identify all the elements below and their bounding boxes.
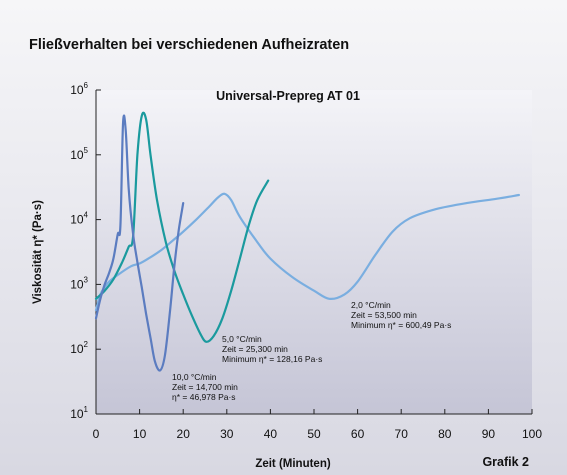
y-tick-label: 106 (70, 81, 88, 97)
x-tick-label: 70 (395, 427, 409, 441)
axes: 0 10 20 30 40 50 60 70 80 90 100 101 102 103 104 105 106 (70, 81, 542, 441)
x-tick-label: 30 (220, 427, 234, 441)
x-tick-label: 0 (93, 427, 100, 441)
plot-area (96, 90, 532, 414)
y-axis-label: Viskosität η* (Pa·s) (32, 200, 44, 304)
y-tick-label: 103 (70, 275, 88, 291)
annotation-layer: 2,0 °C/min Zeit = 53,500 min Minimum η* = … (172, 300, 451, 402)
x-tick-label: 100 (522, 427, 542, 441)
series-annotation-2: 5,0 °C/min Zeit = 25,300 min Minimum η* = … (222, 334, 322, 364)
x-tick-label: 50 (307, 427, 321, 441)
x-tick-label: 90 (482, 427, 496, 441)
y-tick-label: 105 (70, 146, 88, 162)
page-title: Fließverhalten bei verschiedenen Aufheiz… (29, 37, 350, 53)
series-layer (94, 111, 520, 372)
series-line-2 (94, 111, 270, 343)
series-line-1 (94, 192, 520, 312)
x-tick-label: 60 (351, 427, 365, 441)
x-tick-label: 80 (438, 427, 452, 441)
x-axis-label: Zeit (Minuten) (255, 458, 331, 470)
x-tick-label: 10 (133, 427, 147, 441)
x-tick-label: 20 (177, 427, 191, 441)
series-annotation-1: 2,0 °C/min Zeit = 53,500 min Minimum η* = … (351, 300, 451, 330)
figure-label: Grafik 2 (482, 455, 529, 469)
y-tick-label: 102 (70, 340, 88, 356)
chart-title: Universal-Prepreg AT 01 (216, 89, 360, 103)
series-annotation-3: 10,0 °C/min Zeit = 14,700 min η* = 46,978 … (172, 372, 238, 402)
x-tick-label: 40 (264, 427, 278, 441)
series-line-3 (94, 114, 185, 372)
y-tick-label: 101 (70, 405, 88, 421)
y-tick-label: 104 (70, 211, 88, 227)
